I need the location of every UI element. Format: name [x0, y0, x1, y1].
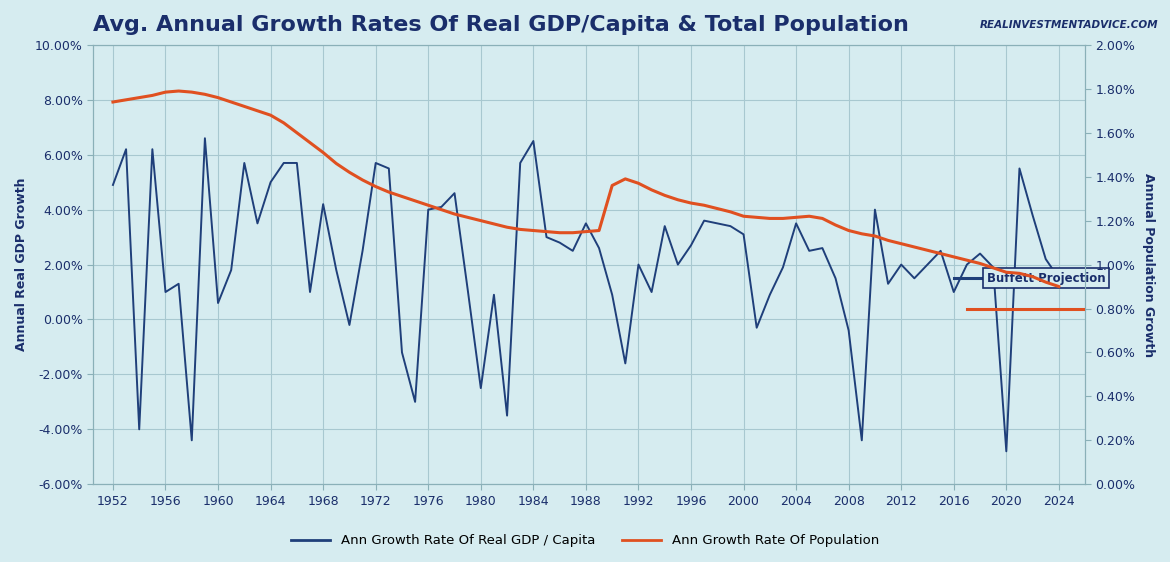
Text: REALINVESTMENTADVICE.COM: REALINVESTMENTADVICE.COM: [979, 20, 1158, 30]
Text: Buffett Projection: Buffett Projection: [986, 272, 1106, 285]
Text: Avg. Annual Growth Rates Of Real GDP/Capita & Total Population: Avg. Annual Growth Rates Of Real GDP/Cap…: [94, 15, 909, 35]
Y-axis label: Annual Population Growth: Annual Population Growth: [1142, 173, 1155, 357]
Legend: Ann Growth Rate Of Real GDP / Capita, Ann Growth Rate Of Population: Ann Growth Rate Of Real GDP / Capita, An…: [285, 529, 885, 552]
Y-axis label: Annual Real GDP Growth: Annual Real GDP Growth: [15, 178, 28, 351]
